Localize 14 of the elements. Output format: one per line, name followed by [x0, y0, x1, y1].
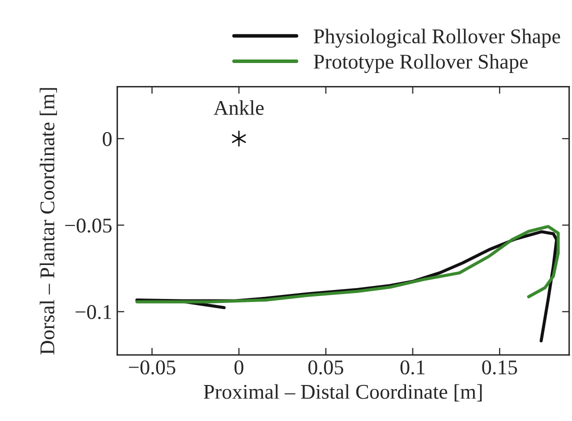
y-axis-title: Dorsal – Plantar Coordinate [m]	[40, 88, 57, 354]
x-axis-title: Proximal – Distal Coordinate [m]	[204, 384, 482, 402]
legend-label: Physiological Rollover Shape	[314, 28, 560, 48]
x-tick-label: 0.15	[482, 360, 518, 375]
y-tick-label: −0.05	[65, 218, 112, 233]
x-tick-label: 0	[234, 360, 244, 374]
x-tick-label: 0.05	[308, 360, 344, 375]
annotation: Ankle	[214, 100, 264, 115]
line-series	[135, 224, 560, 304]
x-tick-label: −0.05	[128, 360, 176, 375]
y-tick-label: −0.1	[76, 305, 112, 320]
legend-label: Prototype Rollover Shape	[314, 54, 528, 74]
x-tick-label: 0.1	[400, 360, 424, 375]
y-tick-label: 0	[102, 132, 112, 146]
